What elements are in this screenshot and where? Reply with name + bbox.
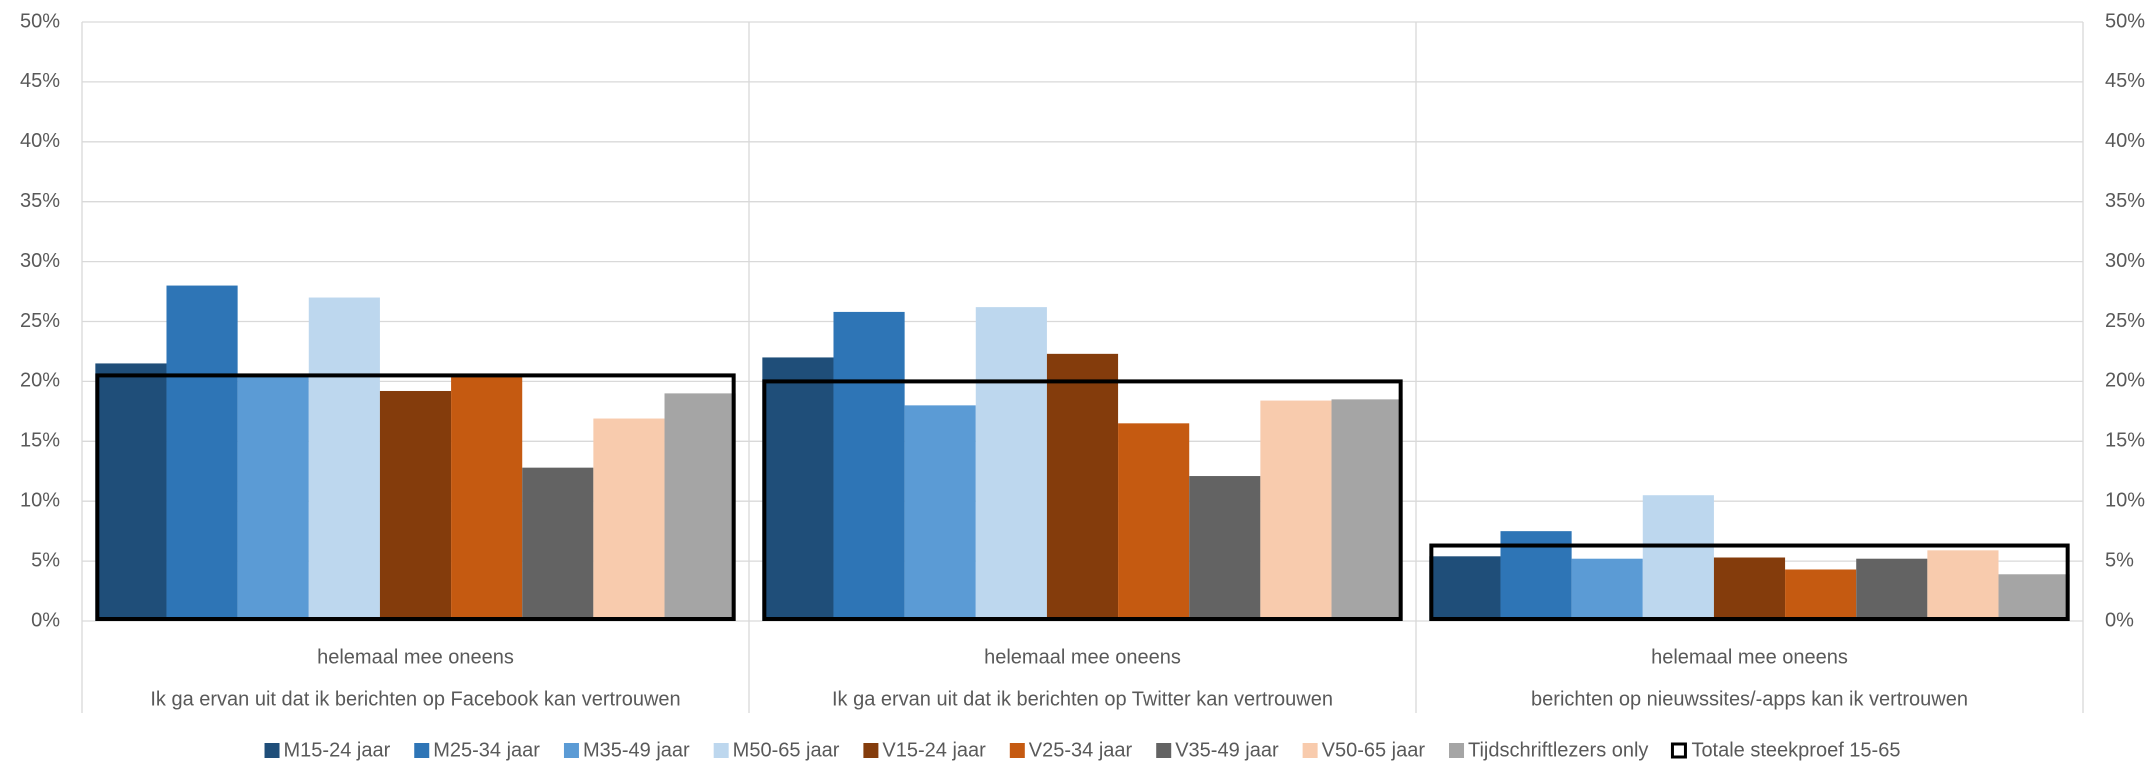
y2-tick-label: 5% (2105, 549, 2134, 571)
bar (1642, 495, 1714, 621)
x-group-label: Ik ga ervan uit dat ik berichten op Face… (150, 688, 680, 710)
bar (975, 307, 1047, 621)
bar (1927, 550, 1999, 621)
bar (1189, 476, 1261, 621)
legend-swatch (1156, 743, 1172, 758)
y2-tick-label: 0% (2105, 609, 2134, 631)
legend-swatch (1302, 743, 1318, 758)
bar (379, 390, 452, 621)
y2-tick-label: 35% (2105, 190, 2145, 212)
y2-tick-label: 30% (2105, 250, 2145, 272)
bar (1998, 574, 2070, 621)
legend-label: M25-34 jaar (433, 739, 540, 761)
bar (1046, 353, 1119, 621)
legend-swatch (264, 743, 280, 758)
legend-swatch (1449, 743, 1465, 758)
legend-label: V15-24 jaar (882, 739, 986, 761)
bar (308, 297, 380, 621)
legend-label: M50-65 jaar (733, 739, 840, 761)
legend-label: V50-65 jaar (1322, 739, 1426, 761)
bar (833, 311, 905, 621)
y-tick-label: 10% (20, 489, 60, 511)
bar (1429, 556, 1501, 621)
x-tick-label: helemaal mee oneens (317, 646, 514, 668)
y-tick-label: 35% (20, 190, 60, 212)
y-tick-label: 45% (20, 70, 60, 92)
total-outline (95, 373, 736, 621)
legend-swatch (1670, 742, 1687, 759)
bar (904, 405, 976, 621)
legend-swatch (713, 743, 729, 758)
y2-tick-label: 45% (2105, 70, 2145, 92)
bar (1331, 399, 1403, 621)
y-tick-label: 0% (31, 609, 60, 631)
bar (593, 418, 665, 621)
x-group-label: berichten op nieuwssites/-apps kan ik ve… (1531, 688, 1968, 710)
y-tick-label: 5% (31, 549, 60, 571)
bar (762, 357, 834, 621)
y-tick-label: 15% (20, 430, 60, 452)
x-group-label: Ik ga ervan uit dat ik berichten op Twit… (832, 688, 1333, 710)
bar (522, 467, 594, 621)
bar (1571, 558, 1643, 621)
bar (1785, 569, 1857, 621)
bar (237, 375, 309, 621)
y-tick-label: 40% (20, 130, 60, 152)
y2-tick-label: 50% (2105, 10, 2145, 32)
y-tick-label: 50% (20, 10, 60, 32)
legend-swatch (863, 743, 879, 758)
legend-label: M35-49 jaar (583, 739, 690, 761)
bar (1856, 558, 1928, 621)
legend-label: M15-24 jaar (284, 739, 391, 761)
x-tick-label: helemaal mee oneens (1651, 646, 1848, 668)
legend-swatch (414, 743, 430, 758)
legend-label: V25-34 jaar (1029, 739, 1133, 761)
y2-tick-label: 15% (2105, 430, 2145, 452)
y2-tick-label: 20% (2105, 370, 2145, 392)
bar (166, 285, 238, 621)
total-outline (762, 379, 1403, 621)
y2-tick-label: 10% (2105, 489, 2145, 511)
legend-label: Totale steekproef 15-65 (1691, 739, 1900, 761)
y2-tick-label: 25% (2105, 310, 2145, 332)
y-tick-label: 20% (20, 370, 60, 392)
legend-swatch (563, 743, 579, 758)
bar (451, 375, 523, 621)
legend-label: V35-49 jaar (1175, 739, 1279, 761)
y2-tick-label: 40% (2105, 130, 2145, 152)
x-tick-label: helemaal mee oneens (984, 646, 1181, 668)
bar (664, 393, 736, 621)
y-tick-label: 30% (20, 250, 60, 272)
legend-label: Tijdschriftlezers only (1468, 739, 1648, 761)
bar (1118, 423, 1190, 621)
bar (1260, 400, 1332, 621)
y-tick-label: 25% (20, 310, 60, 332)
legend-swatch (1009, 743, 1025, 758)
total-outline (1429, 543, 2070, 621)
bar (95, 363, 167, 621)
bar (1713, 557, 1786, 621)
